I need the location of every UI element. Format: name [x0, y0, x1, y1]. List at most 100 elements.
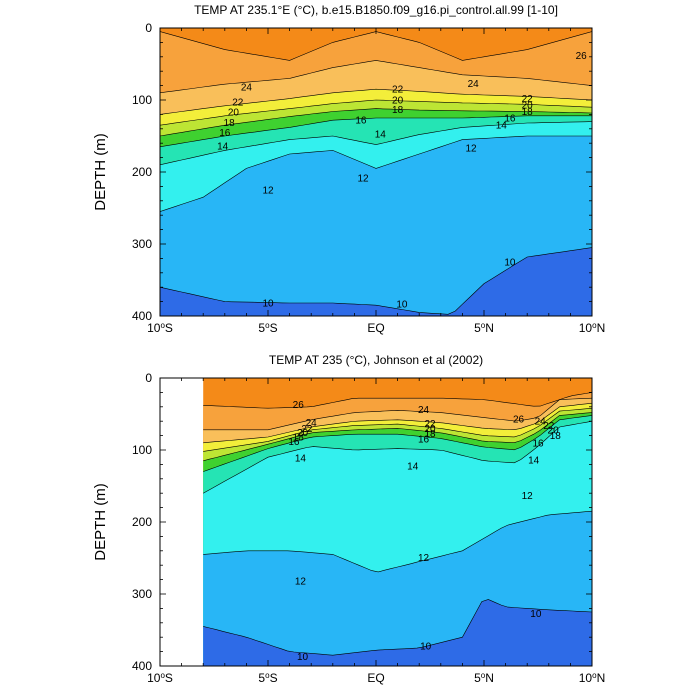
y-tick-label: 200: [132, 165, 152, 179]
contour-label: 18: [424, 429, 436, 440]
contour-label: 14: [295, 453, 307, 464]
x-tick-label: 10oS: [147, 671, 173, 685]
contour-label: 18: [392, 105, 404, 116]
y-tick-label: 0: [145, 371, 152, 385]
contour-label: 10: [297, 652, 309, 663]
contour-label: 12: [357, 173, 369, 184]
y-tick-label: 100: [132, 93, 152, 107]
contour-label: 18: [550, 431, 562, 442]
y-tick-label: 400: [132, 659, 152, 673]
isotherms-bottom: [203, 392, 592, 656]
contour-label: 22: [424, 419, 436, 430]
isotherm-line: [203, 402, 592, 444]
contour-label: 22: [301, 424, 313, 435]
isotherm-line: [160, 135, 592, 212]
y-tick-label: 200: [132, 515, 152, 529]
y-tick-label: 100: [132, 443, 152, 457]
contour-label: 26: [576, 51, 588, 62]
isotherm-line: [203, 412, 592, 462]
contour-label: 12: [418, 553, 430, 564]
x-tick-label: 10oS: [147, 321, 173, 335]
x-tick-label: EQ: [367, 671, 384, 685]
isotherm-line: [203, 415, 592, 472]
contour-label: 22: [232, 98, 244, 109]
panel-top: TEMP AT 235.1°E (°C), b.e15.B1850.f09_g1…: [92, 3, 605, 335]
contour-label: 12: [465, 144, 477, 155]
contour-label: 20: [548, 425, 560, 436]
contour-label: 20: [297, 428, 309, 439]
temperature-band-fill: [160, 136, 592, 316]
contour-label: 18: [224, 118, 236, 129]
contour-label: 20: [522, 101, 534, 112]
contour-label: 14: [407, 461, 419, 472]
contour-label: 24: [306, 418, 318, 429]
contour-label: 24: [241, 83, 253, 94]
y-tick-label: 400: [132, 309, 152, 323]
contour-label: 22: [543, 421, 555, 432]
contour-label: 20: [228, 108, 240, 119]
isotherm-line: [160, 115, 592, 148]
x-tick-label: 10oN: [579, 671, 605, 685]
contour-label: 26: [293, 400, 305, 411]
panel-top-title: TEMP AT 235.1°E (°C), b.e15.B1850.f09_g1…: [194, 3, 558, 17]
contour-label: 26: [513, 415, 525, 426]
contour-label: 22: [522, 94, 534, 105]
contour-label: 16: [288, 437, 300, 448]
isotherm-line: [203, 397, 592, 431]
contour-label: 10: [262, 299, 274, 310]
contour-labels-top: 2624242222222020201818181616161414141212…: [217, 51, 588, 310]
y-tick-label: 300: [132, 587, 152, 601]
isotherm-line: [203, 392, 592, 409]
isotherm-line: [203, 599, 592, 656]
y-tick-label: 300: [132, 237, 152, 251]
panel-bottom-ylabel: DEPTH (m): [92, 483, 109, 561]
contour-label: 16: [532, 438, 544, 449]
contour-label: 24: [535, 417, 547, 428]
isotherm-line: [203, 420, 592, 494]
temperature-band-fill: [160, 247, 592, 316]
panel-bottom: TEMP AT 235 (°C), Johnson et al (2002) D…: [92, 353, 605, 685]
contour-label: 20: [424, 424, 436, 435]
contour-label: 22: [392, 85, 404, 96]
panel-top-ylabel: DEPTH (m): [92, 133, 109, 211]
isotherm-line: [160, 99, 592, 126]
contour-label: 20: [392, 96, 404, 107]
tick-labels-bottom: 10oS 5oS EQ 5oN 10oN 0 100 200 300 400: [132, 371, 605, 685]
contour-label: 16: [219, 128, 231, 139]
isotherm-line: [203, 407, 592, 452]
contour-label: 18: [293, 433, 305, 444]
isotherm-line: [160, 60, 592, 94]
contour-label: 14: [217, 142, 229, 153]
x-tick-label: 5oS: [258, 321, 277, 335]
contour-label: 24: [418, 405, 430, 416]
panel-bottom-title: TEMP AT 235 (°C), Johnson et al (2002): [269, 353, 483, 367]
x-tick-label: 10oN: [579, 321, 605, 335]
temperature-band-fill: [203, 599, 592, 666]
x-tick-label: 5oN: [474, 671, 494, 685]
contour-label: 16: [355, 116, 367, 127]
contour-label: 14: [528, 456, 540, 467]
contour-label: 24: [468, 79, 480, 90]
contour-label: 14: [375, 129, 387, 140]
contour-label: 10: [504, 258, 516, 269]
contour-labels-bottom: 2626242424222222202020181818161616141414…: [288, 400, 562, 663]
contour-label: 12: [295, 577, 307, 588]
isotherm-line: [160, 108, 592, 137]
isotherm-line: [160, 88, 592, 115]
x-tick-label: EQ: [367, 321, 384, 335]
contour-label: 14: [496, 121, 508, 132]
fills-top: [160, 28, 592, 316]
ticks-top: [159, 27, 593, 317]
x-tick-label: 5oS: [258, 671, 277, 685]
contour-label: 16: [418, 435, 430, 446]
contour-label: 16: [504, 114, 516, 125]
contour-label: 18: [522, 107, 534, 118]
contour-label: 10: [530, 609, 542, 620]
tick-labels-top: 10oS 5oS EQ 5oN 10oN 0 100 200 300 400: [132, 21, 605, 335]
fills-bottom: [203, 378, 592, 666]
isotherm-line: [160, 247, 592, 315]
isotherm-line: [203, 510, 592, 573]
contour-label: 12: [522, 491, 534, 502]
contour-label: 10: [420, 641, 432, 652]
